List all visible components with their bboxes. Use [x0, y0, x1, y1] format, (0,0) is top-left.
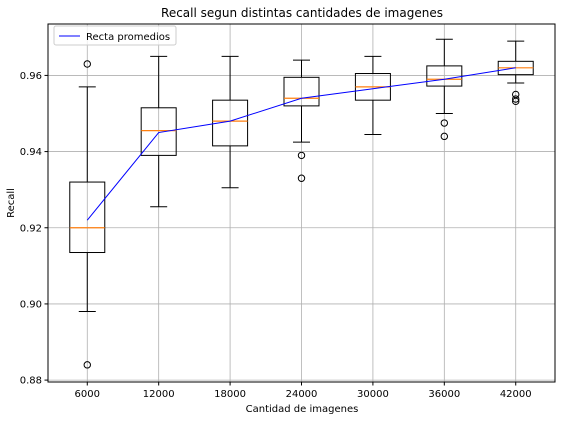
x-axis-label: Cantidad de imagenes [246, 404, 359, 415]
x-tick-label: 24000 [286, 389, 318, 400]
legend: Recta promedios [53, 25, 177, 46]
y-tick-label: 0.96 [20, 71, 42, 82]
outlier-point [83, 361, 91, 369]
box-iqr [212, 99, 249, 147]
tick-layer: 6000 12000 18000 24000 30000 36000 42000 0.88 0.… [20, 71, 532, 400]
box-iqr [140, 107, 177, 156]
outlier-point [512, 95, 520, 103]
mean-line-series [86, 67, 516, 221]
box-group-18000 [212, 55, 249, 189]
box-group-30000 [354, 55, 391, 135]
y-tick-label: 0.90 [20, 299, 42, 310]
x-tick-label: 42000 [500, 389, 532, 400]
box-group-12000 [140, 55, 177, 208]
x-tick-label: 18000 [214, 389, 246, 400]
x-tick-label: 36000 [428, 389, 460, 400]
outlier-point [440, 119, 449, 127]
x-tick-label: 12000 [143, 389, 175, 400]
line-layer [86, 67, 516, 221]
legend-box [53, 25, 177, 46]
box-iqr [283, 76, 320, 107]
outlier-point [512, 97, 520, 106]
outlier-point [297, 174, 306, 182]
box-group-6000 [69, 60, 106, 369]
chart-title: Recall segun distintas cantidades de ima… [161, 6, 443, 20]
outlier-point [83, 60, 91, 68]
outlier-point [297, 151, 306, 160]
x-tick-label: 30000 [357, 389, 389, 400]
y-tick-label: 0.94 [20, 147, 42, 158]
x-tick-label: 6000 [75, 389, 100, 400]
y-axis-label: Recall [6, 188, 17, 218]
y-tick-label: 0.88 [20, 376, 42, 387]
box-iqr [69, 181, 106, 254]
legend-entry: Recta promedios [86, 32, 170, 43]
y-tick-label: 0.92 [20, 223, 42, 234]
box-layer [69, 38, 534, 369]
outlier-point [440, 132, 449, 141]
